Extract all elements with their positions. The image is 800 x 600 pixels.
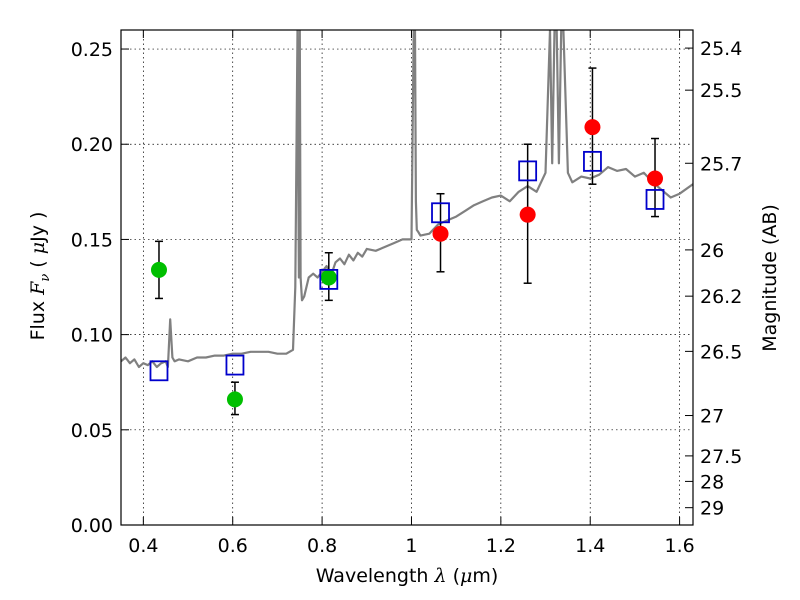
plot-content xyxy=(121,30,693,416)
y-tick-label: 0.15 xyxy=(71,229,113,251)
spectrum-line xyxy=(121,30,693,369)
model-flux-square xyxy=(149,360,169,382)
model-flux-square xyxy=(583,150,602,172)
y-tick-label: 0.00 xyxy=(71,515,113,537)
x-axis-label-unit: m) xyxy=(472,565,498,587)
x-axis-label-lambda: λ xyxy=(433,565,446,587)
x-tick-label: 0.4 xyxy=(128,535,158,557)
y-tick-label: 0.20 xyxy=(71,134,113,156)
magnitude-tick-label: 26.5 xyxy=(700,341,742,363)
magnitude-tick-label: 26.2 xyxy=(700,286,742,308)
y-axis-label-nu: ν xyxy=(38,274,53,282)
green-photometry-point xyxy=(226,391,243,408)
axes: 0.4 0.6 0.8 1 1.2 1.4 1.6 0.00 0.05 0.10 0.15 0.20 0… xyxy=(71,30,742,557)
red-photometry-point xyxy=(519,206,536,223)
y-axis-label-text: Flux xyxy=(27,295,49,341)
magnitude-tick-label: 25.7 xyxy=(700,153,742,175)
model-flux-square xyxy=(319,269,339,290)
y-tick-label: 0.25 xyxy=(71,39,113,61)
magnitude-tick-label: 29 xyxy=(700,498,724,520)
x-tick-label: 0.8 xyxy=(307,535,337,557)
x-axis-label-text: Wavelength xyxy=(316,565,435,587)
model-flux-square xyxy=(645,189,665,210)
grid xyxy=(121,30,693,526)
y-axis-label-F: F xyxy=(27,281,49,296)
red-photometry-point xyxy=(647,170,664,187)
red-photometry-point xyxy=(584,119,601,136)
x-tick-label: 1.6 xyxy=(664,535,694,557)
x-tick-label: 0.6 xyxy=(218,535,248,557)
x-tick-label: 1.2 xyxy=(486,535,516,557)
plot-frame xyxy=(120,29,694,526)
magnitude-tick-label: 27.5 xyxy=(700,446,742,468)
green-photometry-point xyxy=(150,261,167,278)
model-flux-square xyxy=(518,160,538,182)
x-tick-label: 1.4 xyxy=(575,535,605,557)
plot-area xyxy=(121,30,693,416)
y-axis-label-unit: Jy ) xyxy=(27,212,49,243)
red-photometry-point xyxy=(432,225,449,242)
y-tick-label: 0.10 xyxy=(71,325,113,347)
green-photometry-point xyxy=(320,269,337,286)
magnitude-tick-label: 25.4 xyxy=(700,38,742,60)
x-tick-label: 1 xyxy=(405,535,417,557)
magnitude-tick-label: 25.5 xyxy=(700,80,742,102)
y-tick-label: 0.05 xyxy=(71,420,113,442)
y-axis-label-mu: μ xyxy=(27,242,49,254)
x-axis-label-mu: μ xyxy=(460,565,472,587)
y-axis-label-open: ( xyxy=(27,254,49,274)
model-flux-square xyxy=(225,354,245,376)
y-axis-label: Flux Fν ( μJy ) xyxy=(27,212,53,341)
x-axis-label: Wavelength λ (μm) xyxy=(316,565,499,587)
magnitude-tick-label: 26 xyxy=(700,240,724,262)
magnitude-tick-label: 27 xyxy=(700,406,724,428)
x-axis-label-open: ( xyxy=(447,565,460,587)
y-axis-right-label: Magnitude (AB) xyxy=(759,204,781,352)
magnitude-tick-label: 28 xyxy=(700,471,724,493)
model-flux-square xyxy=(431,202,450,224)
